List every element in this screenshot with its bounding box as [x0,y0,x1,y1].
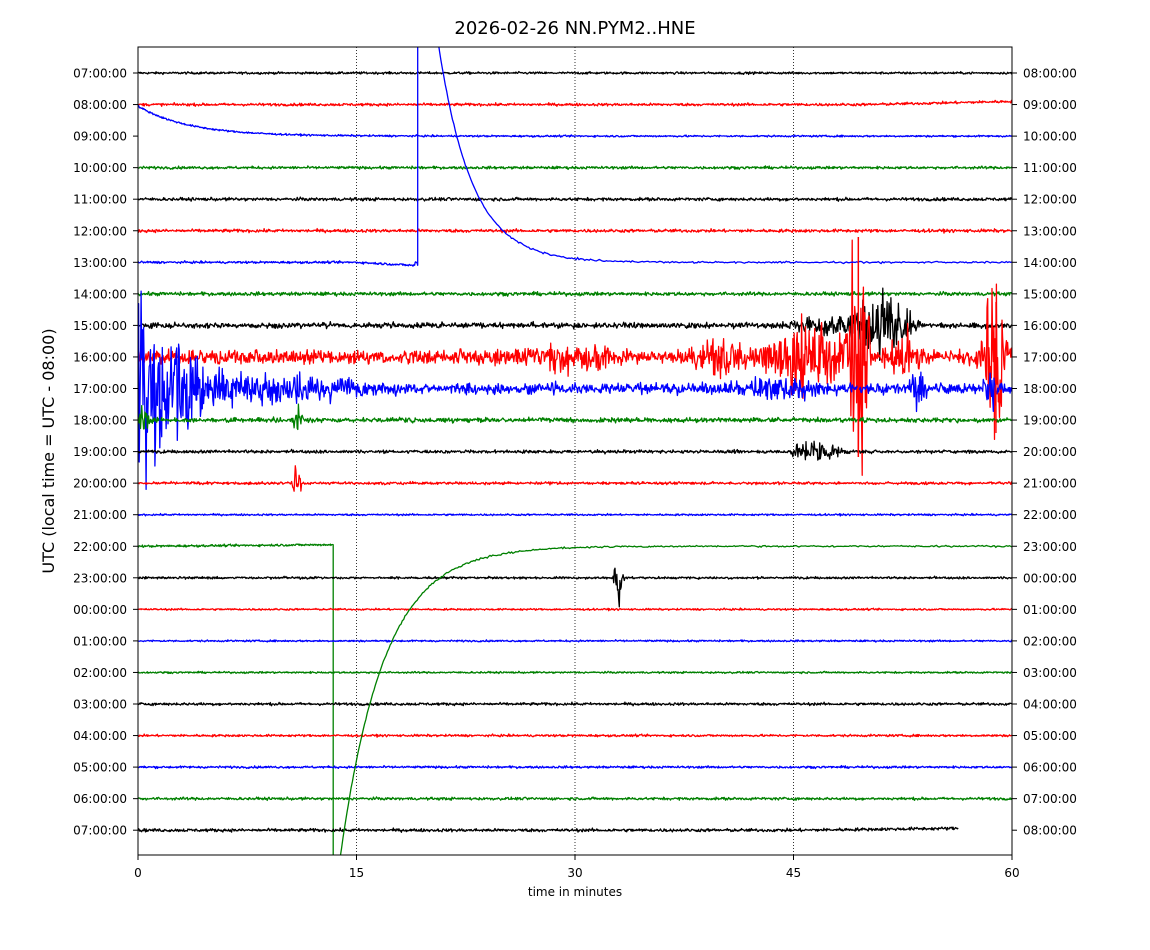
trace-row-25 [138,826,959,833]
x-tick-label: 30 [567,866,582,880]
y-tick-label-left: 12:00:00 [73,224,127,238]
y-tick-label-right: 22:00:00 [1023,508,1077,522]
trace-row-16 [138,543,334,855]
trace-row-15 [138,512,1012,517]
trace-row-12 [138,403,1012,431]
trace-row-5 [138,196,1012,202]
y-tick-label-right: 03:00:00 [1023,666,1077,680]
y-tick-label-right: 04:00:00 [1023,698,1077,712]
trace-row-7 [138,47,419,267]
y-tick-label-left: 04:00:00 [73,729,127,743]
y-tick-label-left: 16:00:00 [73,350,127,364]
trace-row-8 [138,290,1012,297]
y-tick-label-right: 23:00:00 [1023,540,1077,554]
y-tick-label-right: 13:00:00 [1023,224,1077,238]
y-tick-label-right: 06:00:00 [1023,761,1077,775]
chart-title: 2026-02-26 NN.PYM2..HNE [454,18,695,39]
trace-row-14 [138,465,1012,492]
y-tick-label-right: 11:00:00 [1023,161,1077,175]
y-tick-label-left: 13:00:00 [73,256,127,270]
trace-row-22 [138,733,1012,738]
x-tick-label: 0 [134,866,142,880]
x-axis-label: time in minutes [528,885,622,899]
trace-row-1 [138,70,1012,76]
trace-row-11 [138,290,1012,491]
x-tick-label: 15 [349,866,364,880]
y-tick-label-left: 00:00:00 [73,603,127,617]
trace-row-4 [138,165,1012,171]
y-tick-label-right: 18:00:00 [1023,382,1077,396]
y-tick-label-left: 10:00:00 [73,161,127,175]
trace-row-2 [138,99,1012,107]
traces [138,47,1012,855]
y-tick-label-right: 07:00:00 [1023,792,1077,806]
trace-row-10 [138,239,1012,476]
trace-row-18 [138,607,1012,612]
trace-row-20 [138,670,1012,675]
y-tick-label-right: 05:00:00 [1023,729,1077,743]
x-tick-label: 60 [1004,866,1019,880]
y-tick-label-right: 02:00:00 [1023,634,1077,648]
x-tick-label: 45 [786,866,801,880]
y-tick-label-left: 23:00:00 [73,571,127,585]
transients [159,47,1012,855]
y-tick-label-right: 14:00:00 [1023,256,1077,270]
y-tick-label-right: 10:00:00 [1023,130,1077,144]
trace-row-24 [138,796,1012,802]
x-ticks: 0 15 30 45 60 [134,855,1020,880]
y-tick-label-left: 20:00:00 [73,477,127,491]
trace-row-17 [138,567,1012,608]
y-tick-label-left: 22:00:00 [73,540,127,554]
y-tick-label-left: 19:00:00 [73,445,127,459]
y-tick-label-left: 06:00:00 [73,792,127,806]
y-tick-label-left: 02:00:00 [73,666,127,680]
trace-row-3 [138,104,1012,138]
y-tick-label-right: 08:00:00 [1023,824,1077,838]
y-tick-label-left: 15:00:00 [73,319,127,333]
y-tick-label-left: 11:00:00 [73,193,127,207]
trace-row-21 [138,701,1012,707]
y-tick-label-right: 08:00:00 [1023,67,1077,81]
y-tick-label-right: 16:00:00 [1023,319,1077,333]
trace-row-23 [138,764,1012,770]
trace-recovery-blue [438,47,1012,265]
y-tick-label-left: 07:00:00 [73,824,127,838]
y-tick-label-right: 12:00:00 [1023,193,1077,207]
y-tick-label-right: 17:00:00 [1023,350,1077,364]
y-tick-label-right: 20:00:00 [1023,445,1077,459]
trace-row-19 [138,639,1012,643]
y-tick-label-left: 14:00:00 [73,287,127,301]
y-tick-label-left: 01:00:00 [73,634,127,648]
y-tick-label-left: 21:00:00 [73,508,127,522]
y-tick-label-right: 19:00:00 [1023,414,1077,428]
y-tick-label-right: 09:00:00 [1023,98,1077,112]
y-tick-label-left: 05:00:00 [73,761,127,775]
y-tick-label-left: 09:00:00 [73,130,127,144]
trace-row-9 [138,287,1012,361]
y-ticks: 07:00:00 08:00:00 08:00:00 09:00:00 09:00:00… [73,67,1077,838]
y-tick-label-right: 00:00:00 [1023,571,1077,585]
trace-row-13 [138,440,1012,461]
trace-recovery-green [339,544,1012,855]
y-tick-label-right: 21:00:00 [1023,477,1077,491]
y-tick-label-right: 15:00:00 [1023,287,1077,301]
trace-row-6 [138,227,1012,234]
y-tick-label-left: 17:00:00 [73,382,127,396]
y-tick-label-left: 18:00:00 [73,414,127,428]
y-axis-label: UTC (local time = UTC - 08:00) [39,328,58,573]
y-tick-label-left: 07:00:00 [73,67,127,81]
y-tick-label-right: 01:00:00 [1023,603,1077,617]
y-tick-label-left: 03:00:00 [73,698,127,712]
y-tick-label-left: 08:00:00 [73,98,127,112]
